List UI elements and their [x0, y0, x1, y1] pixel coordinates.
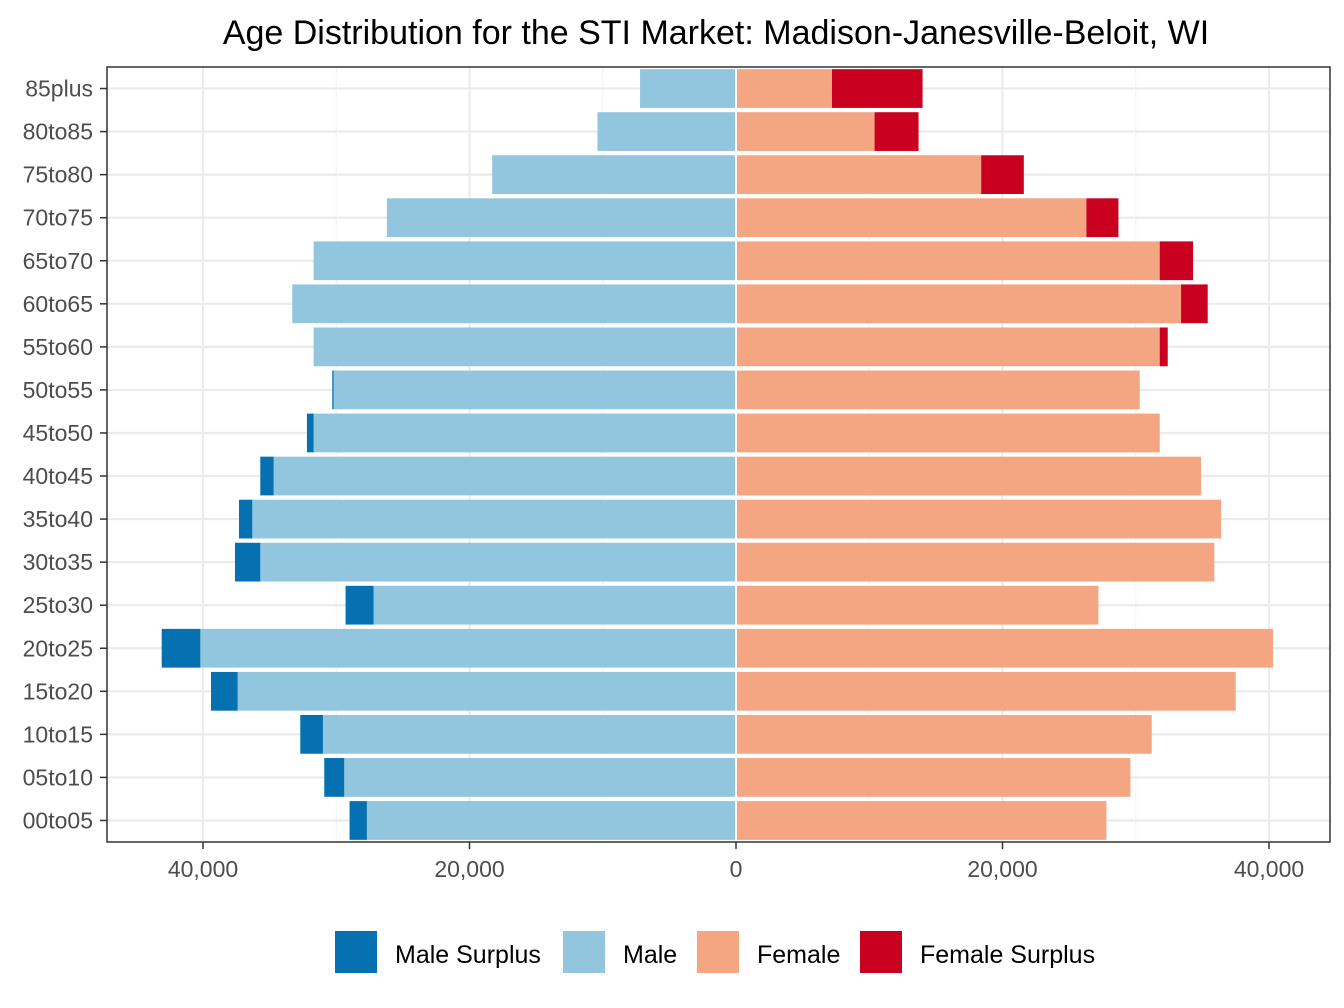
legend-item-female: Female — [697, 931, 840, 973]
bar-male-05to10 — [344, 758, 736, 797]
legend-label-male-surplus: Male Surplus — [395, 941, 541, 969]
y-tick-label-85plus: 85plus — [25, 76, 93, 102]
plot-background — [107, 67, 1330, 842]
bar-female-40to45 — [736, 456, 1202, 496]
bar-female-55to60 — [736, 327, 1160, 367]
legend-swatch-male-surplus — [335, 931, 377, 973]
bar-male-60to65 — [292, 284, 736, 324]
bar-female-05to10 — [736, 758, 1131, 797]
bar-male-65to70 — [313, 241, 736, 281]
bar-female-25to30 — [736, 585, 1099, 625]
bar-male-80to85 — [597, 112, 736, 151]
bar-female-35to40 — [736, 499, 1222, 539]
bar-female-70to75 — [736, 198, 1087, 238]
chart-title: Age Distribution for the STI Market: Mad… — [223, 14, 1209, 52]
bar-male-surplus-50to55 — [332, 370, 334, 410]
bar-male-surplus-20to25 — [161, 628, 201, 668]
bar-male-30to35 — [260, 542, 736, 582]
bar-female-surplus-70to75 — [1086, 198, 1119, 238]
bar-female-85plus — [736, 69, 832, 108]
bar-female-60to65 — [736, 284, 1182, 324]
bar-male-surplus-30to35 — [234, 542, 261, 582]
bar-male-10to15 — [322, 714, 736, 754]
bar-male-15to20 — [237, 671, 736, 711]
bar-female-30to35 — [736, 542, 1215, 582]
legend-label-female-surplus: Female Surplus — [920, 941, 1095, 969]
y-tick-label-45to50: 45to50 — [23, 420, 93, 446]
y-tick-label-70to75: 70to75 — [23, 205, 93, 231]
y-tick-label-05to10: 05to10 — [23, 764, 93, 790]
bar-female-75to80 — [736, 155, 982, 195]
bar-female-15to20 — [736, 671, 1236, 711]
bar-male-20to25 — [200, 628, 736, 668]
y-tick-label-40to45: 40to45 — [23, 463, 93, 489]
bar-male-45to50 — [313, 413, 736, 453]
legend: Male Surplus Male Female Female Surplus — [335, 931, 1095, 973]
bar-female-65to70 — [736, 241, 1160, 281]
bar-male-surplus-40to45 — [260, 456, 274, 496]
y-tick-label-55to60: 55to60 — [23, 334, 93, 360]
x-tick-label: 40,000 — [168, 856, 238, 882]
legend-item-male: Male — [563, 931, 677, 973]
bar-male-surplus-05to10 — [324, 758, 345, 797]
bar-female-surplus-65to70 — [1159, 241, 1194, 281]
bar-male-25to30 — [373, 585, 736, 625]
y-tick-label-25to30: 25to30 — [23, 592, 93, 618]
x-tick-label: 20,000 — [434, 856, 504, 882]
y-tick-label-00to05: 00to05 — [23, 807, 93, 833]
bar-male-85plus — [640, 69, 736, 108]
y-tick-label-80to85: 80to85 — [23, 119, 93, 145]
legend-label-female: Female — [757, 941, 840, 969]
bar-male-35to40 — [252, 499, 737, 539]
bar-male-surplus-45to50 — [306, 413, 314, 453]
legend-swatch-male — [563, 931, 605, 973]
legend-item-male-surplus: Male Surplus — [335, 931, 541, 973]
bar-male-40to45 — [273, 456, 736, 496]
legend-label-male: Male — [623, 941, 677, 969]
bar-female-80to85 — [736, 112, 875, 151]
bar-male-surplus-10to15 — [300, 714, 323, 754]
y-tick-label-35to40: 35to40 — [23, 506, 93, 532]
bar-male-75to80 — [492, 155, 736, 195]
y-tick-label-15to20: 15to20 — [23, 678, 93, 704]
plot-area: 00to05 05to10 10to15 15to20 20to25 25to30 30to… — [23, 66, 1331, 882]
y-tick-label-65to70: 65to70 — [23, 248, 93, 274]
y-tick-label-30to35: 30to35 — [23, 549, 93, 575]
bar-female-surplus-55to60 — [1159, 327, 1168, 367]
bar-male-50to55 — [333, 370, 736, 410]
bar-male-surplus-25to30 — [345, 585, 374, 625]
x-tick-label: 0 — [730, 856, 743, 882]
bar-female-surplus-85plus — [831, 69, 923, 108]
bar-female-10to15 — [736, 714, 1152, 754]
bar-male-surplus-35to40 — [238, 499, 253, 539]
y-tick-label-50to55: 50to55 — [23, 377, 93, 403]
bar-female-surplus-80to85 — [874, 112, 919, 151]
legend-swatch-female — [697, 931, 739, 973]
bar-male-00to05 — [366, 801, 736, 840]
y-tick-label-75to80: 75to80 — [23, 162, 93, 188]
bar-male-55to60 — [313, 327, 736, 367]
legend-item-female-surplus: Female Surplus — [860, 931, 1095, 973]
bar-female-20to25 — [736, 628, 1273, 668]
bar-male-surplus-15to20 — [210, 671, 238, 711]
x-tick-label: 40,000 — [1234, 856, 1304, 882]
bar-female-00to05 — [736, 801, 1107, 840]
bar-female-surplus-75to80 — [981, 155, 1024, 195]
x-tick-label: 20,000 — [967, 856, 1037, 882]
bar-female-50to55 — [736, 370, 1140, 410]
bar-male-surplus-00to05 — [349, 801, 367, 840]
y-tick-label-10to15: 10to15 — [23, 721, 93, 747]
plot-border — [106, 66, 1331, 843]
y-tick-label-60to65: 60to65 — [23, 291, 93, 317]
y-tick-label-20to25: 20to25 — [23, 635, 93, 661]
bar-male-70to75 — [386, 198, 736, 238]
legend-swatch-female-surplus — [860, 931, 902, 973]
bar-female-45to50 — [736, 413, 1160, 453]
bar-female-surplus-60to65 — [1181, 284, 1208, 324]
